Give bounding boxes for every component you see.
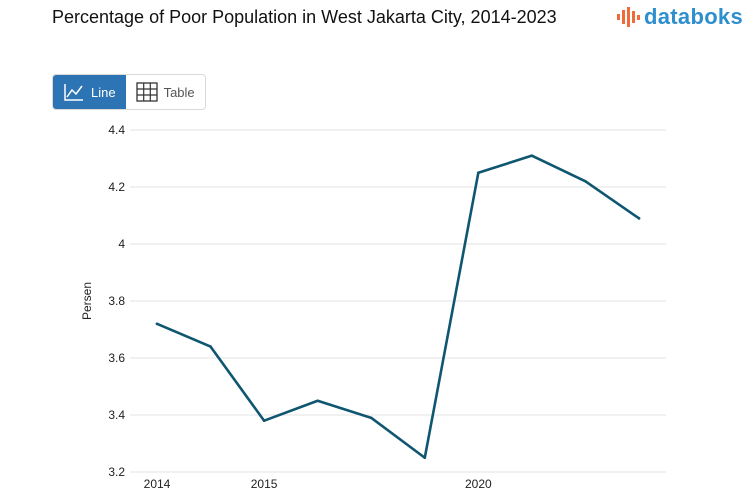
databoks-logo-icon	[617, 7, 641, 27]
tab-line[interactable]: Line	[53, 75, 126, 109]
data-point[interactable]	[530, 154, 534, 157]
data-point[interactable]	[316, 399, 319, 403]
y-tick-label: 4.4	[108, 123, 125, 137]
table-grid-icon	[135, 82, 158, 102]
y-tick-label: 3.6	[108, 351, 125, 365]
y-tick-label: 3.4	[108, 408, 125, 422]
data-point[interactable]	[423, 456, 427, 460]
line-chart-icon	[64, 84, 83, 101]
series-layer	[155, 154, 641, 460]
x-tick-label: 2014	[144, 477, 171, 491]
data-point[interactable]	[637, 217, 641, 220]
tab-table[interactable]: Table	[125, 75, 205, 109]
x-tick-label: 2020	[465, 477, 492, 491]
y-tick-label: 3.2	[108, 465, 125, 479]
chart-title: Percentage of Poor Population in West Ja…	[52, 7, 557, 27]
data-point[interactable]	[155, 322, 159, 326]
y-axis-label: Persen	[80, 282, 94, 320]
series-line	[155, 154, 641, 460]
y-tick-label: 4	[118, 237, 125, 251]
y-tick-label: 3.8	[108, 294, 125, 308]
tab-table-label: Table	[163, 84, 195, 100]
x-axis-ticks: 2014 2015 2020	[144, 477, 492, 491]
y-tick-label: 4.2	[108, 180, 125, 194]
data-point[interactable]	[209, 345, 212, 348]
databoks-logo: databoks	[616, 4, 743, 30]
data-point[interactable]	[369, 416, 373, 420]
tab-line-label: Line	[91, 84, 116, 100]
view-tabs: Line Table	[52, 74, 206, 110]
data-point[interactable]	[584, 180, 587, 183]
databoks-logo-text: databoks	[644, 4, 743, 29]
data-point[interactable]	[477, 171, 480, 175]
x-tick-label: 2015	[251, 477, 278, 491]
y-axis-ticks: 3.2 3.4 3.6 3.8 4 4.2 4.4	[108, 123, 125, 479]
data-point[interactable]	[262, 419, 266, 423]
